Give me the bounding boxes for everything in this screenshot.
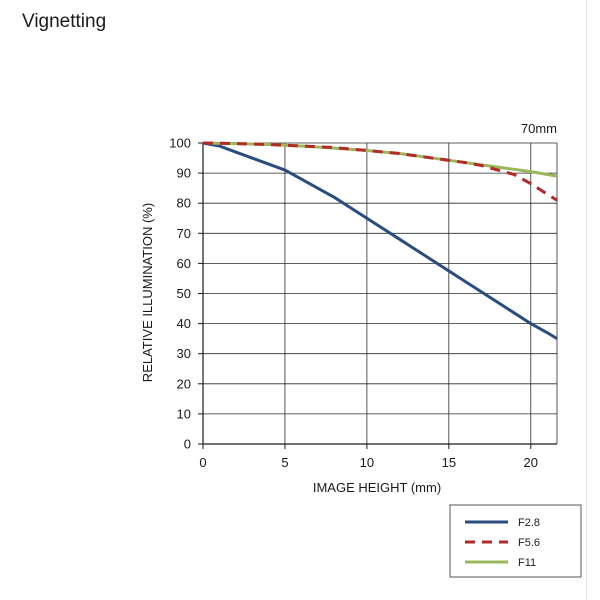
y-tick-label: 10	[177, 406, 191, 421]
legend-label: F2.8	[518, 517, 540, 529]
y-tick-label: 40	[177, 316, 191, 331]
axes-layer	[198, 142, 557, 449]
focal-length-annotation: 70mm	[521, 121, 557, 136]
x-tick-label: 15	[442, 455, 456, 470]
y-tick-label: 50	[177, 286, 191, 301]
x-tick-label: 5	[281, 455, 288, 470]
y-tick-label: 20	[177, 376, 191, 391]
y-tick-label: 60	[177, 256, 191, 271]
series-line-f28	[202, 141, 558, 340]
y-tick-label: 30	[177, 346, 191, 361]
y-tick-label: 80	[177, 196, 191, 211]
legend-label: F11	[518, 557, 536, 569]
y-axis-label: RELATIVE ILLUMINATION (%)	[140, 203, 155, 382]
grid-layer	[203, 142, 558, 444]
y-tick-label: 90	[177, 166, 191, 181]
y-tick-label: 0	[184, 437, 191, 452]
labels-layer: 0 10 20 30 40 50 60 70 80 90 100 0 5 10 15 20 IMAGE HEIG…	[140, 121, 557, 495]
x-axis-label: IMAGE HEIGHT (mm)	[313, 480, 441, 495]
series-line-f56	[202, 141, 558, 202]
frame-divider	[586, 0, 587, 600]
x-tick-label: 0	[199, 455, 206, 470]
y-tick-label: 100	[169, 136, 191, 151]
legend: F2.8 F5.6 F11	[449, 504, 582, 578]
series-layer	[202, 141, 558, 340]
page-title: Vignetting	[22, 11, 107, 32]
x-tick-label: 10	[360, 455, 374, 470]
x-tick-label: 20	[524, 455, 538, 470]
y-tick-label: 70	[177, 226, 191, 241]
legend-label: F5.6	[518, 537, 540, 549]
